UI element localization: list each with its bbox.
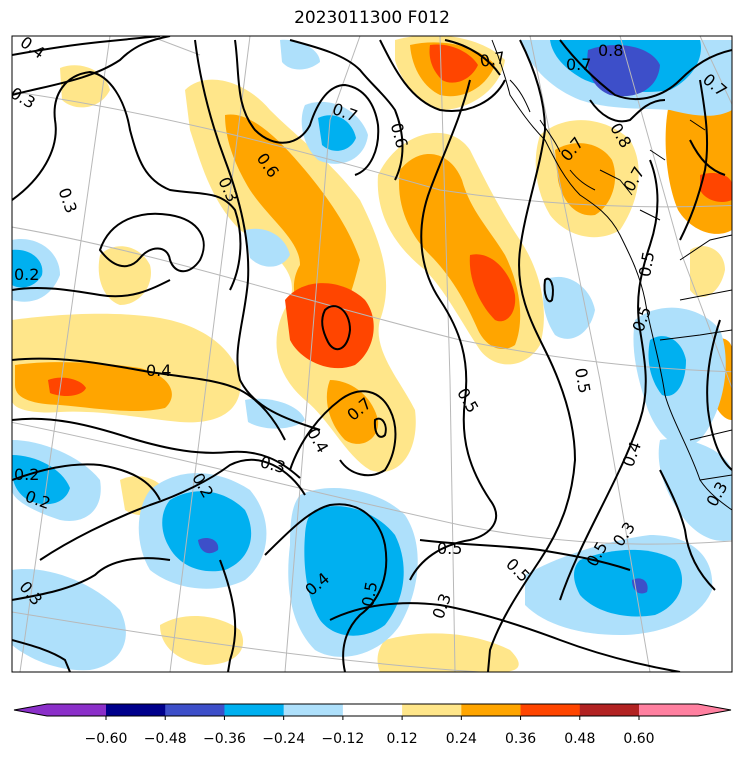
contour-label: 0.2: [14, 265, 39, 284]
map-frame: [11, 35, 733, 673]
colorbar-segment: [520, 704, 581, 716]
colorbar-segment: [461, 704, 522, 716]
map-plot-area: 0.4 0.3 0.7 0.6 0.3 0.3 0.7 0.8 0.7 0.7 …: [12, 36, 732, 672]
contour-label: 0.4: [146, 361, 171, 380]
colorbar-segment: [106, 704, 166, 716]
colorbar-segment: [342, 704, 403, 716]
contour-label: 0.8: [598, 41, 623, 60]
colorbar-ticks: −0.60 −0.48 −0.36 −0.24 −0.12 0.12 0.24 0.36 0.4…: [85, 716, 655, 747]
colorbar-segment: [165, 704, 225, 716]
colorbar-tick-label: −0.36: [203, 731, 246, 747]
colorbar-tick-label: −0.60: [85, 731, 128, 747]
colorbar-min-extension: [14, 704, 106, 716]
colorbar-tick-label: 0.36: [505, 731, 536, 747]
colorbar-segment: [402, 704, 462, 716]
contour-label: 0.2: [14, 465, 39, 484]
contour-label: 0.7: [566, 55, 591, 74]
colorbar: −0.60 −0.48 −0.36 −0.24 −0.12 0.12 0.24 0.36 0.4…: [13, 703, 732, 747]
colorbar-tick-label: 0.60: [623, 731, 654, 747]
colorbar-segment: [224, 704, 285, 716]
colorbar-tick-label: 0.12: [387, 731, 418, 747]
contour-label: 0.7: [478, 48, 506, 71]
colorbar-segment: [283, 704, 344, 716]
colorbar-tick-label: −0.24: [262, 731, 305, 747]
negative-anomaly-fields: [12, 39, 732, 671]
colorbar-max-extension: [639, 704, 731, 716]
graticule-lines: [12, 36, 732, 672]
contour-label: 0.5: [635, 250, 658, 278]
colorbar-tick-label: −0.48: [144, 731, 187, 747]
colorbar-tick-label: 0.48: [564, 731, 595, 747]
coastline: [491, 39, 732, 511]
colorbar-segments: [106, 704, 640, 716]
contour-label: 0.5: [571, 366, 594, 394]
map-title: 2023011300 F012: [294, 8, 450, 28]
contour-label: 0.5: [437, 539, 462, 558]
contour-lines: [12, 36, 732, 672]
colorbar-tick-label: −0.12: [321, 731, 364, 747]
colorbar-tick-label: 0.24: [446, 731, 477, 747]
contour-label: 0.5: [358, 580, 381, 608]
colorbar-outline: [13, 703, 732, 717]
colorbar-segment: [579, 704, 640, 716]
